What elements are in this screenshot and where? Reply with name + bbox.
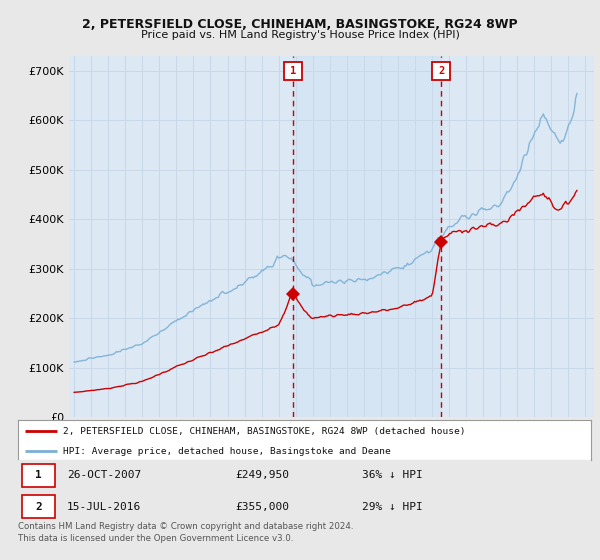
Text: Contains HM Land Registry data © Crown copyright and database right 2024.
This d: Contains HM Land Registry data © Crown c…	[18, 522, 353, 543]
Text: £355,000: £355,000	[236, 502, 290, 512]
Bar	[293, 56, 441, 417]
Text: Price paid vs. HM Land Registry's House Price Index (HPI): Price paid vs. HM Land Registry's House …	[140, 30, 460, 40]
FancyBboxPatch shape	[22, 464, 55, 487]
Text: 2, PETERSFIELD CLOSE, CHINEHAM, BASINGSTOKE, RG24 8WP (detached house): 2, PETERSFIELD CLOSE, CHINEHAM, BASINGST…	[62, 427, 465, 436]
Text: 26-OCT-2007: 26-OCT-2007	[67, 470, 141, 480]
Text: HPI: Average price, detached house, Basingstoke and Deane: HPI: Average price, detached house, Basi…	[62, 447, 391, 456]
FancyBboxPatch shape	[22, 495, 55, 518]
Text: 2: 2	[438, 66, 445, 76]
Text: 1: 1	[290, 66, 296, 76]
Text: 15-JUL-2016: 15-JUL-2016	[67, 502, 141, 512]
Text: 29% ↓ HPI: 29% ↓ HPI	[362, 502, 422, 512]
Text: £249,950: £249,950	[236, 470, 290, 480]
Text: 2, PETERSFIELD CLOSE, CHINEHAM, BASINGSTOKE, RG24 8WP: 2, PETERSFIELD CLOSE, CHINEHAM, BASINGST…	[82, 18, 518, 31]
Text: 2: 2	[35, 502, 42, 512]
Text: 36% ↓ HPI: 36% ↓ HPI	[362, 470, 422, 480]
Text: 1: 1	[35, 470, 42, 480]
